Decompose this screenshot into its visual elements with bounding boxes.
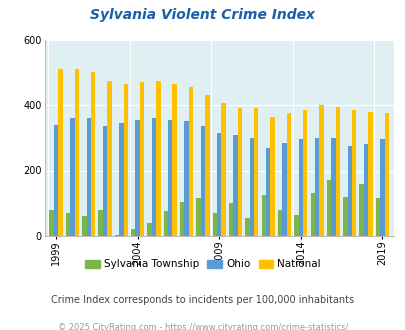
Bar xyxy=(326,180,330,236)
Bar xyxy=(277,210,281,236)
Bar xyxy=(233,135,237,236)
Bar xyxy=(335,107,339,236)
Text: Crime Index corresponds to incidents per 100,000 inhabitants: Crime Index corresponds to incidents per… xyxy=(51,295,354,305)
Bar xyxy=(281,143,286,236)
Bar xyxy=(221,103,225,236)
Bar xyxy=(131,229,135,236)
Bar xyxy=(330,138,335,236)
Bar xyxy=(86,118,91,236)
Bar xyxy=(75,69,79,236)
Bar xyxy=(375,198,379,236)
Bar xyxy=(294,215,298,236)
Bar xyxy=(228,203,233,236)
Bar xyxy=(54,125,58,236)
Text: © 2025 CityRating.com - https://www.cityrating.com/crime-statistics/: © 2025 CityRating.com - https://www.city… xyxy=(58,323,347,330)
Bar xyxy=(123,84,128,236)
Bar xyxy=(261,195,265,236)
Text: Sylvania Violent Crime Index: Sylvania Violent Crime Index xyxy=(90,8,315,22)
Bar xyxy=(119,123,123,236)
Bar xyxy=(270,116,274,236)
Bar xyxy=(115,235,119,236)
Bar xyxy=(319,105,323,236)
Bar xyxy=(147,223,151,236)
Bar xyxy=(254,108,258,236)
Bar xyxy=(265,148,270,236)
Bar xyxy=(302,110,307,236)
Bar xyxy=(66,213,70,236)
Legend: Sylvania Township, Ohio, National: Sylvania Township, Ohio, National xyxy=(81,255,324,274)
Bar xyxy=(102,126,107,236)
Bar xyxy=(163,212,168,236)
Bar xyxy=(205,95,209,236)
Bar xyxy=(298,139,302,236)
Bar xyxy=(135,120,139,236)
Bar xyxy=(168,120,172,236)
Bar xyxy=(367,112,372,236)
Bar xyxy=(58,69,62,236)
Bar xyxy=(82,216,86,236)
Bar xyxy=(172,84,177,236)
Bar xyxy=(310,193,314,236)
Bar xyxy=(347,146,351,236)
Bar xyxy=(217,133,221,236)
Bar xyxy=(245,218,249,236)
Bar xyxy=(151,118,156,236)
Bar xyxy=(196,198,200,236)
Bar xyxy=(384,113,388,236)
Bar xyxy=(91,72,95,236)
Bar xyxy=(237,108,241,236)
Bar xyxy=(314,138,319,236)
Bar xyxy=(179,202,184,236)
Bar xyxy=(70,118,75,236)
Bar xyxy=(200,126,205,236)
Bar xyxy=(358,183,363,236)
Bar xyxy=(188,87,193,236)
Bar xyxy=(286,113,290,236)
Bar xyxy=(139,82,144,236)
Bar xyxy=(107,81,111,236)
Bar xyxy=(98,210,102,236)
Bar xyxy=(184,121,188,236)
Bar xyxy=(342,197,347,236)
Bar xyxy=(249,138,254,236)
Bar xyxy=(212,213,217,236)
Bar xyxy=(156,81,160,236)
Bar xyxy=(49,210,54,236)
Bar xyxy=(379,139,384,236)
Bar xyxy=(351,110,356,236)
Bar xyxy=(363,144,367,236)
